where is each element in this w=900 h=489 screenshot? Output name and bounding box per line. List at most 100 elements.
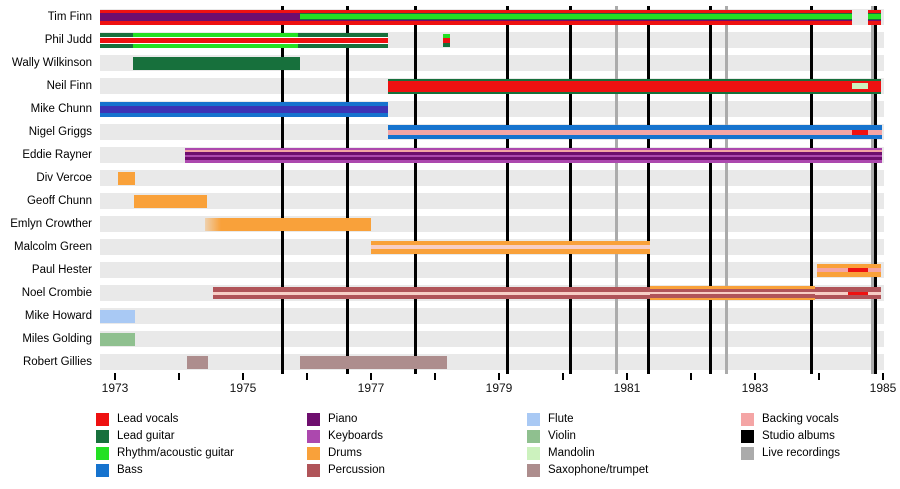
axis-tick [114,373,116,380]
legend-label-drums: Drums [328,447,362,459]
legend-label-flute: Flute [548,413,574,425]
bar-stripe-rhythm_guitar [299,14,853,19]
bar-stripe-lead_guitar [852,78,869,81]
legend-label-mandolin: Mandolin [548,447,595,459]
studio-album-line [413,6,417,374]
member-label: Noel Crombie [21,287,92,299]
legend-swatch-keyboards [307,430,320,443]
live-recording-line [615,6,619,374]
member-label: Eddie Rayner [22,149,92,161]
bar-stripe-white [298,42,389,44]
bar-stripe-rhythm_guitar [868,14,882,19]
axis-tick [562,373,564,380]
timeline-bar [867,125,882,139]
member-label: Neil Finn [46,80,92,92]
live-recording-line [724,6,728,374]
axis-tick [242,373,244,380]
bar-stripe-backing_vocals [388,129,853,135]
timeline-bar [100,9,300,25]
legend-label-keyboards: Keyboards [328,430,383,442]
bar-stripe-bass [100,112,389,117]
bar-stripe-percussion [868,287,882,292]
timeline-bar [388,125,853,139]
bar-stripe-white [298,36,389,38]
bar-stripe-drums [118,171,135,185]
bar-stripe-rhythm_guitar [443,33,450,38]
bar-stripe-white [100,42,133,44]
bar-stripe-white [100,36,133,38]
timeline-bar [187,355,208,369]
bar-stripe-piano [100,13,300,21]
bar-stripe-lead_vocals [868,21,882,25]
legend-swatch-lead_guitar [96,430,109,443]
bar-stripe-drums [371,249,651,254]
member-label: Miles Golding [22,333,92,345]
timeline-bar [817,263,848,277]
bar-stripe-percussion [815,287,848,292]
legend-label-studio_albums: Studio albums [762,430,835,442]
bar-stripe-pale_pink [371,245,651,249]
row-band [100,354,884,370]
legend-label-sax_trumpet: Saxophone/trumpet [548,464,649,476]
bar-stripe-bass [852,134,868,139]
bar-stripe-piano [299,19,853,21]
member-label: Mike Chunn [30,103,92,115]
bar-stripe-backing_vocals [867,129,882,135]
bar-stripe-lead_vocals [100,37,133,43]
bar-stripe-bass [388,125,853,130]
bar-stripe-percussion [650,294,816,298]
bar-stripe-drums [371,240,651,245]
bar-stripe-lead_vocals [852,129,868,135]
legend-swatch-drums [307,447,320,460]
bar-stripe-keyboards [185,159,882,163]
bar-stripe-violin [100,332,135,346]
legend-label-percussion: Percussion [328,464,385,476]
axis-year-label: 1979 [485,381,513,395]
bar-stripe-white [132,36,299,38]
row-band [100,331,884,347]
bar-stripe-lead_vocals [299,21,853,25]
bar-stripe-lead_guitar [388,91,853,94]
timeline-bar [118,171,135,185]
row-band [100,262,884,278]
bar-stripe-lead_vocals [868,80,882,92]
timeline-bar [299,355,448,369]
bar-stripe-drums [650,297,816,300]
bar-stripe-lead_vocals [443,37,450,43]
bar-stripe-percussion [847,287,869,292]
timeline-bar [868,287,882,299]
timeline-bar [100,101,389,117]
bar-stripe-drums [817,263,848,268]
timeline-bar [868,78,882,94]
bar-stripe-pale_pink [650,292,816,294]
bar-stripe-pale_pink [868,291,882,295]
legend-label-violin: Violin [548,430,576,442]
bar-stripe-lead_vocals [847,268,869,272]
studio-album-line [810,6,814,374]
studio-album-line [345,6,349,374]
member-label: Robert Gillies [22,356,92,368]
bar-stripe-drums [868,272,882,277]
bar-stripe-piano [868,19,882,21]
bar-stripe-lead_guitar [443,42,450,47]
timeline-bar [132,56,300,70]
bar-stripe-lead_guitar [388,78,853,81]
row-band [100,308,884,324]
legend-swatch-flute [527,413,540,426]
bar-stripe-pale_pink [815,291,848,295]
bar-stripe-percussion [650,288,816,292]
bar-stripe-bass [867,134,882,139]
timeline-bar [650,286,816,300]
axis-tick [178,373,180,380]
bar-stripe-lead_vocals [132,37,299,43]
timeline-bar [299,9,853,25]
axis-tick [434,373,436,380]
axis-year-label: 1975 [229,381,257,395]
legend-label-backing_vocals: Backing vocals [762,413,839,425]
bar-stripe-mandolin [852,83,869,89]
bar-stripe-lead_vocals [299,9,853,13]
legend-label-lead_guitar: Lead guitar [117,430,175,442]
timeline-bar [371,240,651,254]
legend-label-bass: Bass [117,464,143,476]
